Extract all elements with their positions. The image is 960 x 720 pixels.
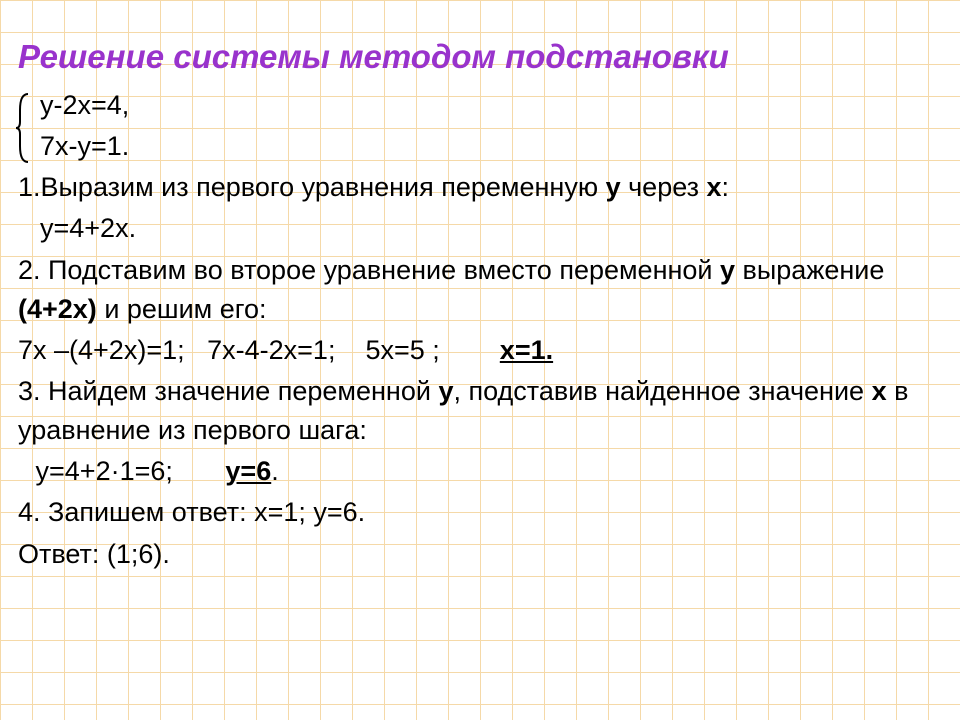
step2-mid1: выражение	[735, 255, 884, 285]
step3-calc: у=4+2·1=6; у=6.	[18, 452, 942, 491]
answer-line: Ответ: (1;6).	[18, 535, 942, 574]
step3-var-x: х	[872, 376, 887, 406]
step1-line: 1.Выразим из первого уравнения переменну…	[18, 168, 942, 207]
step3-mid1: , подставив найденное значение	[453, 376, 871, 406]
slide-container: Решение системы методом подстановки у-2х…	[0, 0, 960, 586]
step1-intro: 1.Выразим из первого уравнения переменну…	[18, 172, 606, 202]
step3-line: 3. Найдем значение переменной у, подстав…	[18, 372, 942, 450]
step1-var-x: х	[707, 172, 722, 202]
step2-expr: (4+2х)	[18, 294, 97, 324]
step3-intro: 3. Найдем значение переменной	[18, 376, 438, 406]
step2-result: х=1.	[500, 335, 553, 365]
system-equation-2: 7х-у=1.	[18, 127, 942, 166]
slide-title: Решение системы методом подстановки	[18, 38, 942, 76]
step3-period: .	[271, 456, 279, 486]
step3-result: у=6	[225, 456, 271, 486]
step2-calc-c: 5х=5 ;	[365, 335, 439, 365]
step2-calc: 7х –(4+2х)=1; 7х-4-2х=1; 5х=5 ; х=1.	[18, 331, 942, 370]
step2-calc-b: 7х-4-2х=1;	[207, 335, 335, 365]
step2-var-y: у	[720, 255, 735, 285]
step2-mid2: и решим его:	[97, 294, 267, 324]
step1-result: у=4+2х.	[18, 209, 942, 248]
step2-line: 2. Подставим во второе уравнение вместо …	[18, 251, 942, 329]
step3-calc-a: у=4+2·1=6;	[36, 456, 173, 486]
step3-var-y: у	[438, 376, 453, 406]
step1-var-y: у	[606, 172, 621, 202]
slide-content: у-2х=4, 7х-у=1. 1.Выразим из первого ура…	[18, 86, 942, 574]
step2-calc-a: 7х –(4+2х)=1;	[18, 335, 185, 365]
system-equation-1: у-2х=4,	[18, 86, 942, 125]
step4-line: 4. Запишем ответ: х=1; у=6.	[18, 493, 942, 532]
step2-intro: 2. Подставим во второе уравнение вместо …	[18, 255, 720, 285]
step1-mid: через	[621, 172, 707, 202]
step1-end: :	[722, 172, 730, 202]
system-bracket-icon	[14, 92, 32, 164]
